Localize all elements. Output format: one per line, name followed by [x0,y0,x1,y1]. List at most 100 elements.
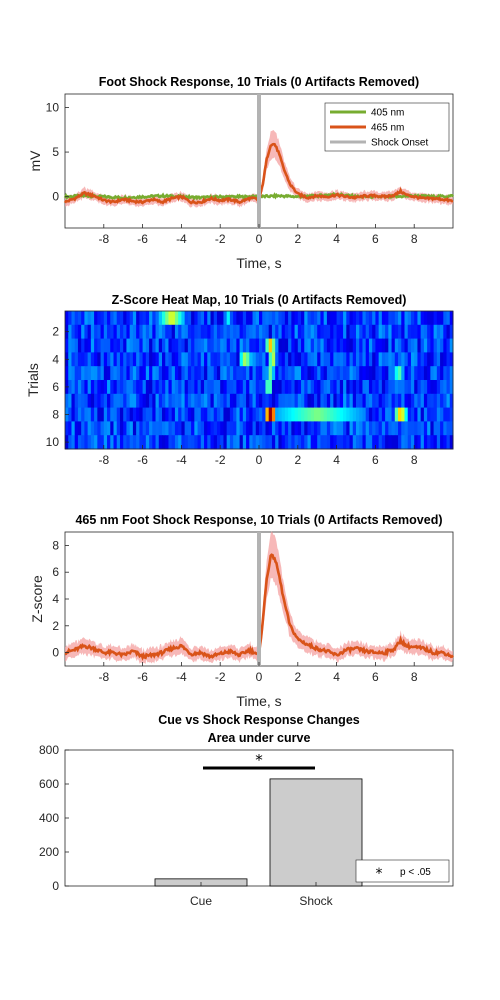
heatmap-cell [401,380,405,395]
heatmap-cell [281,311,286,326]
heatmap-cell [236,338,241,353]
heatmap-cell [365,407,370,422]
heatmap-cell [288,393,292,409]
heatmap-cell [145,380,150,395]
heatmap-cell [401,338,405,353]
panel-bar: Cue vs Shock Response Changes Area under… [39,713,454,908]
heatmap-cell [378,380,383,395]
heatmap-cell [440,393,444,409]
heatmap-cell [197,393,202,409]
heatmap-cell [446,380,451,395]
heatmap-cell [414,435,418,450]
heatmap-cell [165,393,169,409]
heatmap-cell [359,311,363,326]
heatmap-cell [207,393,211,409]
heatmap-cell [385,352,389,367]
heatmap-cell [440,407,444,422]
heatmap-cell [372,380,376,395]
heatmap-cell [174,435,179,450]
heatmap-cell [284,366,289,381]
heatmap-cell [404,324,409,340]
heatmap-cell [423,421,428,436]
heatmap-cell [123,407,127,422]
heatmap-cell [223,311,228,326]
heatmap-cell [204,421,208,436]
heatmap-cell [229,324,234,340]
heatmap-cell [129,352,134,367]
heatmap-cell [126,435,131,450]
heatmap-cell [233,421,237,436]
heatmap-cell [281,393,286,409]
heatmap-cell [288,435,292,450]
heatmap-cell [129,311,134,326]
heatmap-cell [249,380,254,395]
heatmap-cell [417,407,422,422]
heatmap-cell [268,393,273,409]
heatmap-cell [204,407,208,422]
heatmap-cell [352,366,357,381]
heatmap-cell [142,380,147,395]
heatmap-cell [359,324,363,340]
heatmap-cell [184,311,189,326]
heatmap-cell [291,407,296,422]
heatmap-cell [119,435,124,450]
heatmap-cell [333,435,338,450]
heatmap-cell [94,407,98,422]
heatmap-cell [362,380,367,395]
heatmap-cell [210,338,215,353]
heatmap-cell [275,380,279,395]
heatmap-cell [262,338,266,353]
heatmap-cell [310,421,315,436]
heatmap-cell [401,352,405,367]
panel-zscore: 465 nm Foot Shock Response, 10 Trials (0… [29,513,455,709]
heatmap-cell [184,393,189,409]
heatmap-cell [339,407,344,422]
heatmap-cell [239,435,244,450]
heatmap-cell [71,435,76,450]
heatmap-cell [343,366,347,381]
heatmap-cell [71,324,76,340]
heatmap-cell [391,435,396,450]
heatmap-cell [110,366,114,381]
heatmap-cell [197,352,202,367]
heatmap-cell [443,380,448,395]
heatmap-cell [158,435,163,450]
heatmap-cell [123,393,127,409]
heatmap-cell [181,366,186,381]
heatmap-cell [304,338,308,353]
heatmap-cell [352,393,357,409]
heatmap-cell [343,352,347,367]
heatmap-cell [77,393,82,409]
heatmap-cell [155,407,160,422]
heatmap-cell [291,311,296,326]
heatmap-cell [87,393,92,409]
heatmap-cell [449,435,454,450]
heatmap-cell [317,407,321,422]
heatmap-cell [304,407,308,422]
heatmap-cell [158,324,163,340]
heatmap-cell [443,407,448,422]
heatmap-cell [352,421,357,436]
heatmap-cell [268,435,273,450]
heatmap-cell [430,324,435,340]
heatmap-cell [174,407,179,422]
heatmap-cell [239,393,244,409]
heatmap-cell [313,366,318,381]
heatmap-cell [317,311,321,326]
heatmap-cell [414,393,418,409]
heatmap-cell [65,421,69,436]
heatmap-cell [145,366,150,381]
heatmap-cell [171,421,176,436]
bar-shock [269,778,363,887]
heatmap-cell [388,366,393,381]
heatmap-cell [187,380,192,395]
heatmap-cell [388,393,393,409]
heatmap-cell [362,324,367,340]
heatmap-cell [326,421,331,436]
heatmap-cell [178,366,182,381]
heatmap-cell [239,311,244,326]
heatmap-cell [297,352,302,367]
heatmap-cell [381,393,386,409]
heatmap-cell [417,324,422,340]
heatmap-cell [401,366,405,381]
